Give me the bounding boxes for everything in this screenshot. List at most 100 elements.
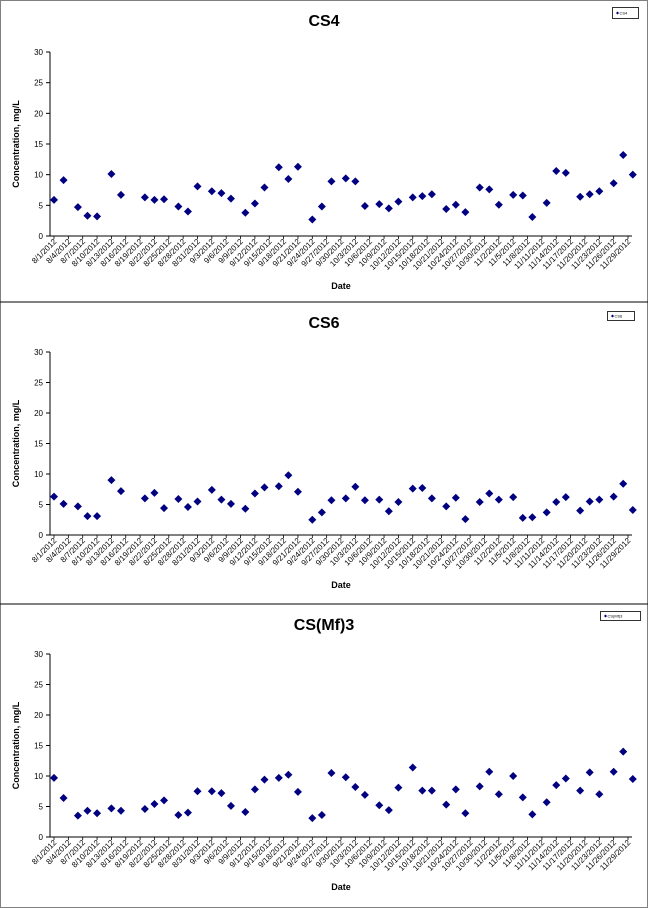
legend-label: CS4 — [620, 11, 629, 16]
data-point — [485, 185, 494, 194]
data-point — [226, 801, 235, 810]
legend-marker — [616, 11, 619, 15]
data-point — [576, 786, 585, 795]
legend-label: CS6 — [615, 314, 624, 319]
data-point — [183, 808, 192, 817]
data-point — [585, 768, 594, 777]
data-point — [528, 212, 537, 221]
data-point — [628, 170, 637, 179]
y-axis-label: Concentration, mg/L — [11, 701, 21, 789]
data-point — [518, 191, 527, 200]
data-point — [375, 801, 384, 810]
y-tick-label: 15 — [34, 742, 43, 751]
data-point — [107, 804, 116, 813]
data-point — [193, 497, 202, 506]
data-point — [375, 200, 384, 209]
data-point — [317, 811, 326, 820]
chart-title: CS(Mf)3 — [294, 617, 355, 634]
data-point — [160, 504, 169, 513]
data-point — [207, 485, 216, 494]
data-point — [93, 809, 102, 818]
data-point — [475, 183, 484, 192]
data-point — [241, 807, 250, 816]
data-point — [327, 177, 336, 186]
data-point — [140, 494, 149, 503]
data-point — [150, 488, 159, 497]
y-tick-label: 25 — [34, 681, 43, 690]
x-axis-label: Date — [331, 281, 351, 291]
data-point — [384, 806, 393, 815]
data-point — [308, 515, 317, 524]
data-point — [183, 502, 192, 511]
data-point — [461, 515, 470, 524]
data-point — [394, 783, 403, 792]
x-axis-label: Date — [331, 882, 351, 892]
data-point — [250, 199, 259, 208]
chart-title: CS6 — [308, 315, 339, 332]
data-point — [217, 495, 226, 504]
legend-marker — [604, 614, 607, 618]
data-point — [585, 190, 594, 199]
chart-title: CS4 — [308, 13, 339, 30]
data-point — [284, 471, 293, 480]
data-point — [427, 190, 436, 199]
data-point — [183, 207, 192, 216]
chart-panel-2: CS6 CS60510152025308/1/20128/4/20128/7/20… — [0, 302, 648, 604]
data-point — [226, 194, 235, 203]
data-point — [509, 772, 518, 780]
data-point — [394, 197, 403, 206]
data-point — [451, 493, 460, 502]
data-point — [150, 195, 159, 204]
data-point — [241, 504, 250, 513]
data-point — [494, 790, 503, 799]
data-point — [485, 767, 494, 776]
data-point — [384, 204, 393, 213]
data-point — [174, 495, 183, 504]
data-point — [375, 495, 384, 504]
data-point — [485, 489, 494, 498]
data-point — [174, 202, 183, 211]
data-point — [427, 494, 436, 503]
data-point — [207, 187, 216, 196]
data-point — [160, 796, 169, 805]
y-tick-label: 5 — [39, 201, 44, 210]
data-point — [250, 785, 259, 794]
data-point — [140, 804, 149, 813]
data-point — [308, 215, 317, 224]
data-point — [552, 166, 561, 175]
data-point — [542, 198, 551, 207]
y-tick-label: 0 — [39, 833, 44, 842]
data-point — [341, 494, 350, 503]
chart-panel-1: CS4 CS40510152025308/1/20128/4/20128/7/20… — [0, 0, 648, 302]
legend-box — [612, 7, 639, 19]
data-point — [384, 507, 393, 516]
data-point — [107, 170, 116, 179]
data-point — [50, 492, 58, 501]
data-point — [284, 770, 293, 779]
data-point — [494, 495, 503, 504]
data-point — [518, 513, 527, 522]
data-point — [260, 483, 269, 492]
y-tick-label: 25 — [34, 379, 43, 388]
data-point — [59, 793, 68, 802]
data-point — [576, 506, 585, 515]
data-point — [561, 774, 570, 783]
y-tick-label: 15 — [34, 140, 43, 149]
data-point — [408, 484, 417, 493]
data-point — [595, 495, 604, 504]
data-point — [619, 151, 628, 160]
legend-marker — [611, 314, 614, 318]
y-tick-label: 30 — [34, 48, 43, 57]
data-point — [140, 193, 149, 202]
chart-panel-3: CS(Mf)3CS(Mf)30510152025308/1/20128/4/20… — [0, 604, 648, 908]
data-point — [73, 811, 82, 820]
data-point — [552, 498, 561, 507]
data-point — [451, 200, 460, 209]
data-point — [351, 177, 360, 186]
data-point — [107, 476, 116, 485]
data-point — [93, 512, 102, 521]
data-point — [461, 208, 470, 217]
y-tick-label: 15 — [34, 440, 43, 449]
data-point — [217, 789, 226, 798]
